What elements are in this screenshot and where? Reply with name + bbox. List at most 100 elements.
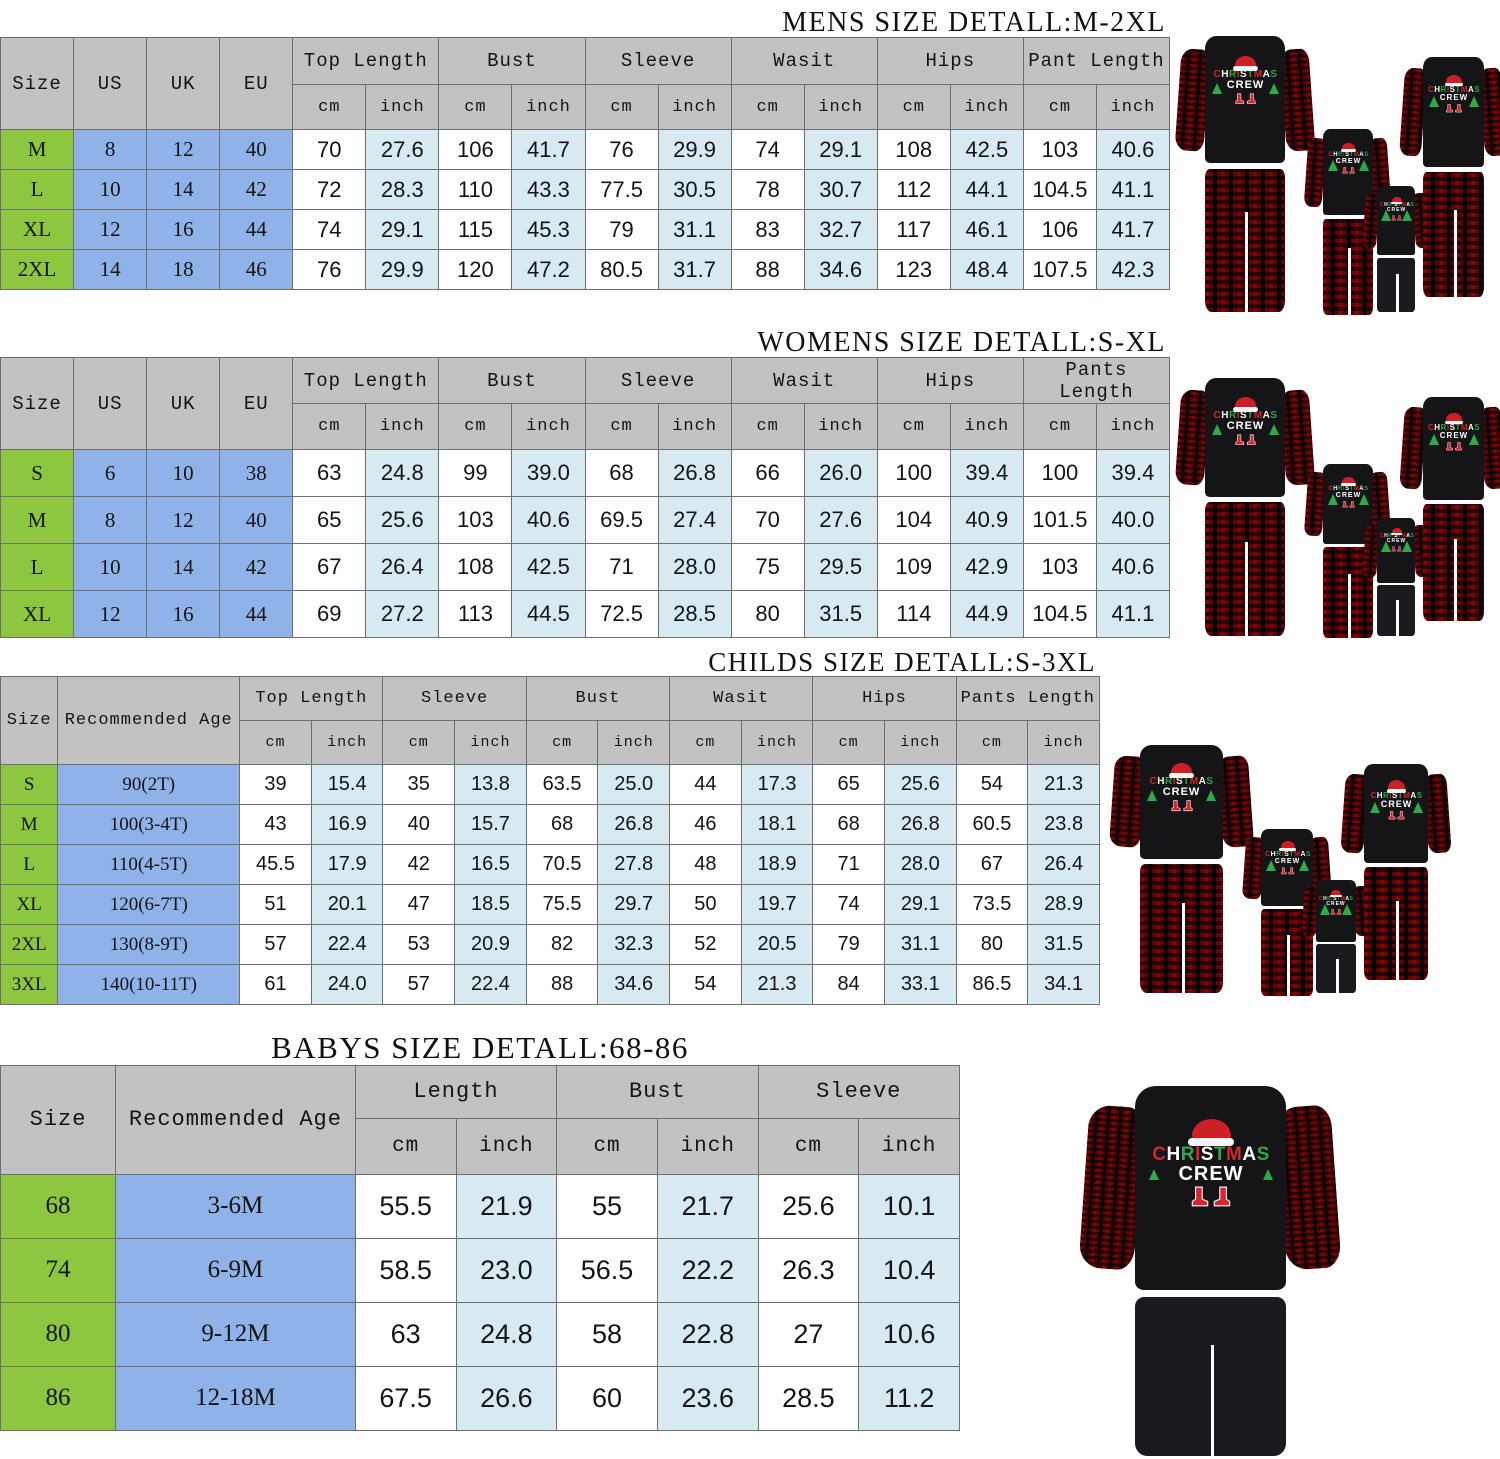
pajama-set: CHRISTMAS CREW: [1301, 880, 1371, 993]
childs-unit-cm-0: cm: [239, 720, 312, 766]
graphic-christmas-text: CHRISTMAS: [1213, 69, 1278, 80]
elf-boots-icon: [1171, 800, 1192, 812]
table-row: 2XL 14 18 46 76 29.9 120 47.2 80.5 31.7 88 34.6 123 4…: [0, 249, 1171, 291]
elf-boots-icon: [1446, 442, 1462, 451]
cell-cm: 106: [1022, 209, 1097, 251]
cell-inch: 25.6: [365, 496, 440, 545]
cell-cm: 40: [382, 804, 456, 846]
cell-cm: 56.5: [556, 1237, 658, 1303]
cell-size: M: [0, 496, 75, 545]
cell-size: 80: [0, 1301, 117, 1367]
cell-cm: 54: [669, 964, 742, 1006]
babys-header-group-1: Bust: [556, 1064, 759, 1119]
cell-inch: 28.0: [883, 844, 957, 886]
cell-size: XL: [0, 590, 75, 639]
graphic-christmas-text: CHRISTMAS: [1328, 152, 1369, 158]
childs-header-group-2: Bust: [525, 676, 671, 722]
cell-cm: 53: [382, 924, 456, 966]
cell-inch: 15.4: [310, 764, 384, 806]
cell-inch: 17.3: [740, 764, 814, 806]
babys-unit-inch-2: inch: [858, 1117, 960, 1175]
cell-inch: 21.7: [656, 1173, 759, 1239]
womens-header-us: US: [73, 357, 148, 451]
cell-inch: 20.9: [454, 924, 527, 966]
cell-cm: 99: [438, 449, 513, 498]
cell-cm: 80: [955, 924, 1029, 966]
table-row: 3XL 140(10-11T) 61 24.0 57 22.4 88 34.6 54 21.3 84…: [0, 964, 1100, 1006]
cell-inch: 27.4: [657, 496, 732, 545]
womens-unit-inch-0: inch: [365, 403, 440, 451]
cell-recommended-age: 130(8-9T): [57, 924, 241, 966]
mens-size-table-block: MENS SIZE DETALL:M-2XL Size US UK EU Top…: [0, 7, 1171, 291]
mens-unit-inch-2: inch: [657, 84, 732, 131]
childs-unit-inch-3: inch: [740, 720, 814, 766]
graphic-crew-text: CREW: [1178, 1163, 1244, 1185]
cell-inch: 47.2: [511, 249, 586, 291]
cell-inch: 24.8: [455, 1301, 558, 1367]
cell-size: 2XL: [0, 924, 59, 966]
childs-header-size: Size: [0, 676, 59, 766]
table-header-row: Size Recommended Age Length Bust Sleeve: [0, 1064, 961, 1175]
cell-size: L: [0, 844, 59, 886]
cell-cm: 103: [1022, 543, 1097, 592]
cell-cm: 44: [669, 764, 742, 806]
christmas-crew-graphic: CHRISTMAS CREW: [1369, 780, 1424, 820]
cell-cm: 28.5: [757, 1365, 860, 1431]
cell-cm: 25.6: [757, 1173, 860, 1239]
cell-us: 10: [73, 169, 148, 211]
cell-cm: 79: [812, 924, 885, 966]
womens-unit-inch-3: inch: [803, 403, 878, 451]
cell-cm: 120: [438, 249, 513, 291]
cell-inch: 31.7: [657, 249, 732, 291]
cell-cm: 107.5: [1022, 249, 1097, 291]
cell-inch: 25.0: [597, 764, 671, 806]
mens-unit-cm-4: cm: [876, 84, 951, 131]
graphic-crew-text: CREW: [1335, 492, 1362, 499]
cell-inch: 24.0: [310, 964, 384, 1006]
cell-cm: 68: [584, 449, 659, 498]
cell-inch: 41.7: [1095, 209, 1171, 251]
cell-inch: 44.1: [949, 169, 1024, 211]
cell-inch: 42.3: [1095, 249, 1171, 291]
table-row: S 6 10 38 63 24.8 99 39.0 68 26.8 66 26.0 100 39.4 100…: [0, 449, 1171, 498]
cell-inch: 40.0: [1095, 496, 1171, 545]
cell-inch: 31.1: [657, 209, 732, 251]
cell-uk: 16: [146, 209, 221, 251]
elf-boots-icon: [1280, 867, 1295, 875]
mens-table-title: MENS SIZE DETALL:M-2XL: [782, 7, 1166, 38]
womens-header-group-1: Bust: [438, 357, 586, 405]
pajama-top: CHRISTMAS CREW: [1364, 764, 1428, 863]
childs-header-group-1: Sleeve: [382, 676, 527, 722]
mens-header-eu: EU: [219, 37, 294, 131]
childs-header-group-5: Pants Length: [955, 676, 1101, 722]
cell-inch: 40.9: [949, 496, 1024, 545]
cell-cm: 123: [876, 249, 951, 291]
babys-header-size: Size: [0, 1064, 117, 1175]
cell-eu: 42: [219, 543, 294, 592]
cell-cm: 104.5: [1022, 590, 1097, 639]
cell-inch: 27.6: [365, 129, 440, 171]
cell-cm: 55.5: [354, 1173, 457, 1239]
pajama-set: CHRISTMAS CREW: [1078, 1086, 1342, 1456]
cell-inch: 28.9: [1027, 884, 1100, 926]
elf-boots-icon: [1235, 434, 1256, 445]
babys-table-body: 68 3-6M 55.5 21.9 55 21.7 25.6 10.1 74 6-9M 58.5 23…: [0, 1173, 960, 1431]
cell-eu: 46: [219, 249, 294, 291]
cell-size: XL: [0, 884, 59, 926]
cell-cm: 114: [876, 590, 951, 639]
cell-inch: 16.5: [454, 844, 527, 886]
mens-unit-inch-5: inch: [1095, 84, 1171, 131]
cell-cm: 72: [292, 169, 367, 211]
cell-inch: 28.3: [365, 169, 440, 211]
cell-cm: 65: [812, 764, 885, 806]
cell-size: L: [0, 543, 75, 592]
mens-unit-inch-4: inch: [949, 84, 1024, 131]
womens-header-group-3: Wasit: [730, 357, 878, 405]
graphic-christmas-text: CHRISTMAS: [1152, 1144, 1270, 1165]
cell-cm: 117: [876, 209, 951, 251]
cell-cm: 70.5: [525, 844, 599, 886]
table-row: M 8 12 40 65 25.6 103 40.6 69.5 27.4 70 27.6 104 40.9…: [0, 496, 1171, 545]
childs-table-body: S 90(2T) 39 15.4 35 13.8 63.5 25.0 44 17.3 65 25.6 5…: [0, 764, 1100, 1006]
graphic-crew-text: CREW: [1162, 786, 1201, 798]
cell-cm: 108: [438, 543, 513, 592]
